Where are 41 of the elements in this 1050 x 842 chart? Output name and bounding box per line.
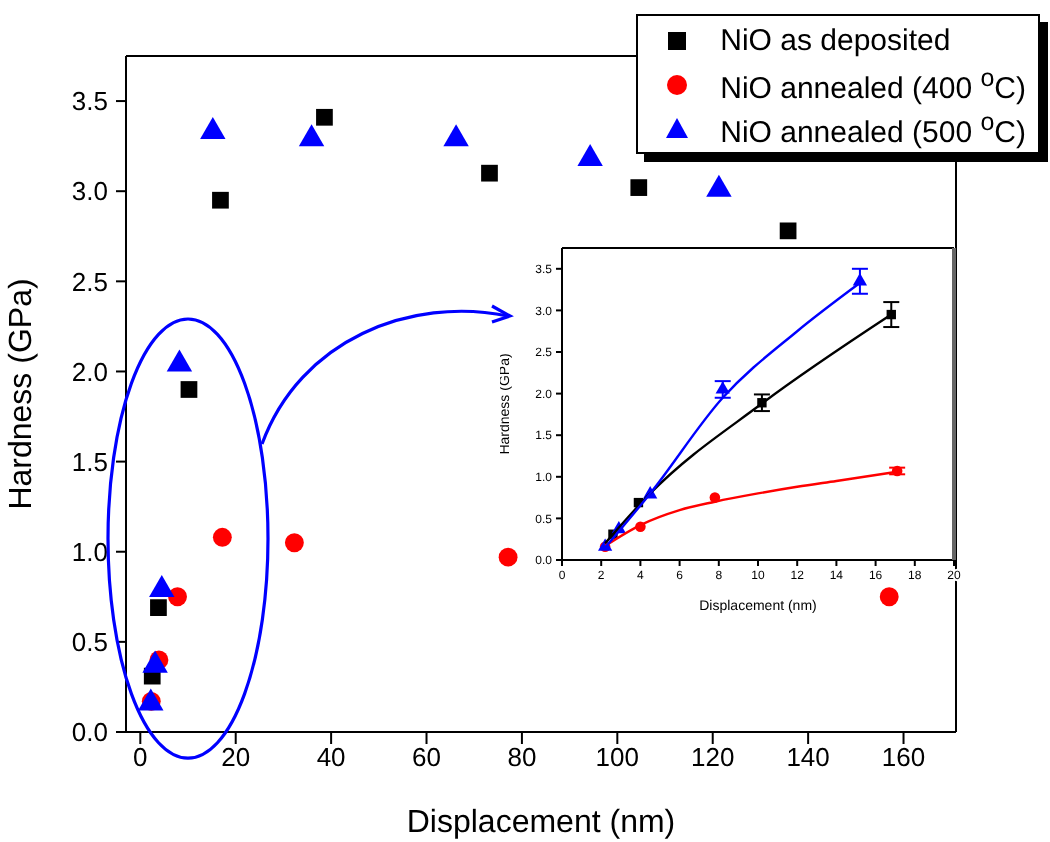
point <box>150 599 167 616</box>
x-tick-label: 160 <box>881 742 926 773</box>
y-tick-label: 1.0 <box>71 536 108 567</box>
point <box>498 547 518 567</box>
x-tick-label: 80 <box>507 742 537 773</box>
x-tick-label: 40 <box>316 742 346 773</box>
legend-label: NiO annealed (500 $^{o}$C) <box>720 107 1026 149</box>
x-tick-label: 0 <box>133 742 148 773</box>
point <box>779 222 797 240</box>
point <box>706 174 732 197</box>
point <box>481 164 498 182</box>
point <box>168 587 187 607</box>
point <box>212 191 229 209</box>
x-tick-label: 120 <box>691 742 735 773</box>
y-tick-label: 1.5 <box>71 446 108 477</box>
point <box>298 124 325 147</box>
point <box>577 144 603 167</box>
point <box>715 381 730 394</box>
point <box>212 527 232 547</box>
x-tick-label: 20 <box>221 742 251 773</box>
point <box>316 108 333 126</box>
point <box>200 117 226 140</box>
point <box>180 381 198 398</box>
x-tick-label: 60 <box>412 742 441 773</box>
point <box>630 179 648 196</box>
point <box>166 349 193 372</box>
x-tick-label: 140 <box>786 742 830 773</box>
legend-label: NiO annealed (400 $^{o}$C) <box>720 63 1026 105</box>
y-tick-label: 0.0 <box>71 717 108 748</box>
x-tick-label: 100 <box>595 742 640 773</box>
y-axis-title: Hardness (GPa) <box>5 278 40 510</box>
y-tick-label: 2.5 <box>71 266 108 297</box>
point <box>879 587 899 607</box>
x-axis-title: Displacement (nm) <box>406 806 676 840</box>
point <box>443 124 469 147</box>
point <box>284 533 304 553</box>
y-tick-label: 3.5 <box>71 86 108 117</box>
legend-label: NiO as deposited <box>720 23 951 57</box>
y-tick-label: 3.0 <box>71 176 108 207</box>
y-tick-label: 2.0 <box>71 356 108 387</box>
y-tick-label: 0.5 <box>71 627 108 658</box>
